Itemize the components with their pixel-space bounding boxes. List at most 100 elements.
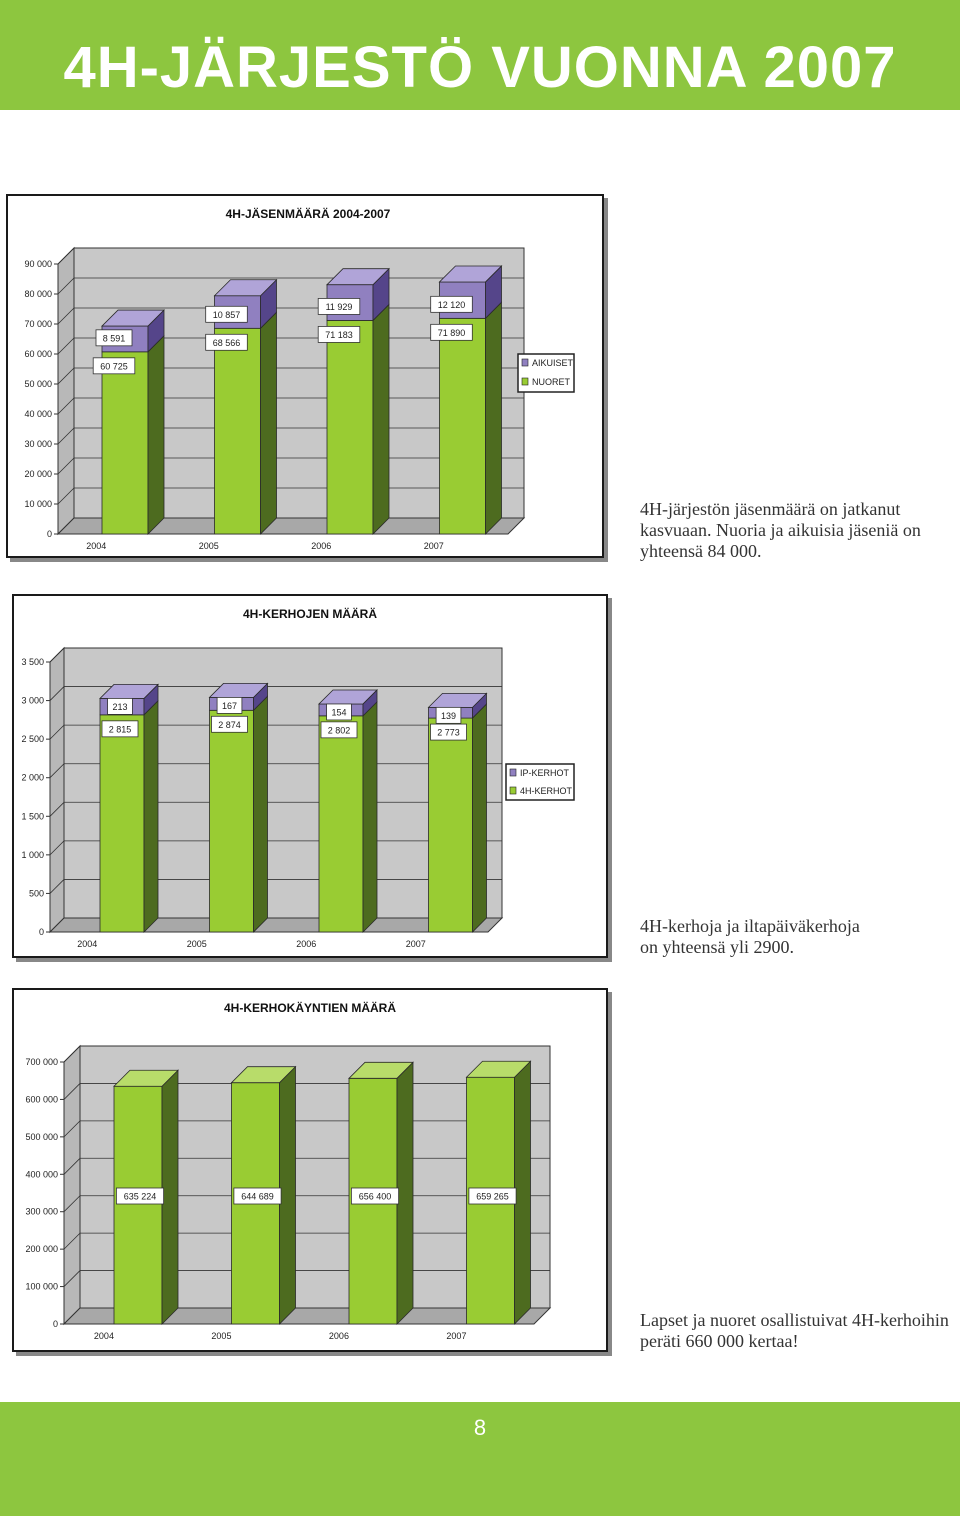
y-tick-label: 500 000 [25, 1132, 58, 1142]
clubs-chart-frame: 4H-KERHOJEN MÄÄRÄ 0 500 1 000 1 500 2 000 2 50… [12, 594, 608, 958]
y-tick-label: 70 000 [24, 319, 52, 329]
data-label: 71 890 [438, 328, 466, 338]
x-tick-label: 2005 [187, 939, 207, 949]
bar-4h-kerhot-side [472, 703, 487, 933]
data-label-box [116, 1187, 165, 1205]
data-label: 644 689 [241, 1192, 274, 1202]
chart-title: 4H-KERHOJEN MÄÄRÄ [243, 606, 377, 621]
plot-side-wall [57, 246, 75, 536]
y-tick-label: 3 000 [21, 696, 44, 706]
y-tick-label: 60 000 [24, 349, 52, 359]
legend-swatch [509, 768, 517, 777]
x-tick-label: 2004 [77, 939, 97, 949]
bar-top-face [438, 265, 503, 283]
y-tick-label: 500 [29, 888, 44, 898]
data-label: 2 815 [109, 724, 132, 734]
x-tick-label: 2005 [211, 1331, 231, 1341]
x-tick-label: 2006 [296, 939, 316, 949]
bar-top-face [101, 309, 165, 327]
data-label: 10 857 [213, 310, 241, 320]
header-band [0, 0, 960, 110]
grid-line [63, 1045, 550, 1063]
bar-top-face [230, 1066, 297, 1084]
data-label-box [317, 298, 361, 315]
bar-top-face [213, 279, 278, 297]
y-tick-label: 1 000 [21, 850, 44, 860]
data-label-box [350, 1187, 399, 1205]
data-label-box [317, 326, 361, 343]
y-tick-label: 3 500 [21, 657, 44, 667]
bar-kerhokäynnit-front [113, 1085, 163, 1325]
data-label-box [468, 1187, 517, 1205]
y-tick-label: 700 000 [25, 1057, 58, 1067]
members-chart: 4H-JÄSENMÄÄRÄ 2004-2007 0 10 000 20 000 30 0… [24, 206, 575, 551]
data-label-box [101, 720, 139, 738]
data-label-box [233, 1187, 282, 1205]
y-tick-label: 300 000 [25, 1207, 58, 1217]
y-tick-label: 40 000 [24, 409, 52, 419]
caption-line: kasvuaan. Nuoria ja aikuisia jäseniä on [640, 520, 921, 540]
bar-4h-kerhot-front [209, 709, 254, 933]
x-tick-label: 2006 [311, 541, 331, 551]
data-label-box [92, 357, 136, 375]
chart-title: 4H-KERHOKÄYNTIEN MÄÄRÄ [224, 1000, 396, 1015]
legend-swatch [521, 358, 529, 367]
grid-line [49, 647, 502, 663]
x-tick-label: 2007 [424, 541, 444, 551]
bar-nuoret-side [372, 303, 390, 535]
data-label: 8 591 [103, 333, 126, 343]
bar-nuoret-side [147, 334, 165, 535]
y-tick-label: 0 [53, 1319, 58, 1329]
y-tick-label: 90 000 [24, 259, 52, 269]
clubs-caption: 4H-kerhoja ja iltapäiväkerhoja on yhteen… [640, 916, 860, 958]
data-label-box [205, 333, 248, 351]
caption-line: 4H-kerhoja ja iltapäiväkerhoja [640, 916, 860, 936]
y-tick-label: 0 [39, 927, 44, 937]
visits-chart: 4H-KERHOKÄYNTIEN MÄÄRÄ 0 100 000 200 000 300… [25, 1000, 552, 1341]
x-tick-label: 2007 [406, 939, 426, 949]
data-label-box [320, 721, 358, 739]
legend-swatch [509, 786, 517, 795]
data-label-box [95, 329, 133, 347]
data-label: 2 874 [218, 720, 241, 730]
bar-4h-kerhot-side [362, 700, 378, 933]
data-label: 139 [441, 711, 456, 721]
plot-side-wall [63, 1044, 81, 1326]
bar-kerhokäynnit-side [514, 1060, 531, 1325]
caption-line: Lapset ja nuoret osallistuivat 4H-kerhoi… [640, 1310, 949, 1330]
members-caption: 4H-järjestön jäsenmäärä on jatkanut kasv… [640, 499, 921, 562]
bar-top-face [326, 268, 390, 286]
y-tick-label: 400 000 [25, 1169, 58, 1179]
data-label: 60 725 [100, 361, 128, 371]
data-label-box [216, 697, 243, 714]
bar-kerhokäynnit-side [279, 1065, 296, 1325]
x-tick-label: 2004 [94, 1331, 114, 1341]
x-tick-label: 2006 [329, 1331, 349, 1341]
y-tick-label: 50 000 [24, 379, 52, 389]
data-label-box [205, 305, 248, 323]
bar-kerhokäynnit-side [396, 1061, 414, 1325]
legend-label: NUORET [532, 377, 571, 387]
x-tick-label: 2005 [199, 541, 219, 551]
y-tick-label: 20 000 [24, 469, 52, 479]
bar-4h-kerhot-front [428, 717, 473, 933]
caption-line: 4H-järjestön jäsenmäärä on jatkanut [640, 499, 901, 519]
legend-swatch [521, 377, 529, 386]
data-label: 659 265 [476, 1192, 509, 1202]
grid-line [57, 247, 524, 265]
bar-nuoret-front [214, 327, 261, 535]
visits-caption: Lapset ja nuoret osallistuivat 4H-kerhoi… [640, 1310, 949, 1352]
bar-nuoret-side [260, 311, 277, 535]
y-tick-label: 80 000 [24, 289, 52, 299]
legend-label: 4H-KERHOT [520, 786, 573, 796]
plot-side-wall [49, 646, 65, 934]
bar-nuoret-front [439, 317, 486, 535]
bar-kerhokäynnit-side [161, 1069, 179, 1325]
caption-line: yhteensä 84 000. [640, 541, 762, 561]
bar-top-face [348, 1061, 414, 1079]
bar-4h-kerhot-side [143, 699, 159, 933]
data-label-box [326, 703, 352, 721]
y-tick-label: 2 000 [21, 773, 44, 783]
data-label: 12 120 [438, 300, 466, 310]
bar-4h-kerhot-front [318, 715, 364, 933]
